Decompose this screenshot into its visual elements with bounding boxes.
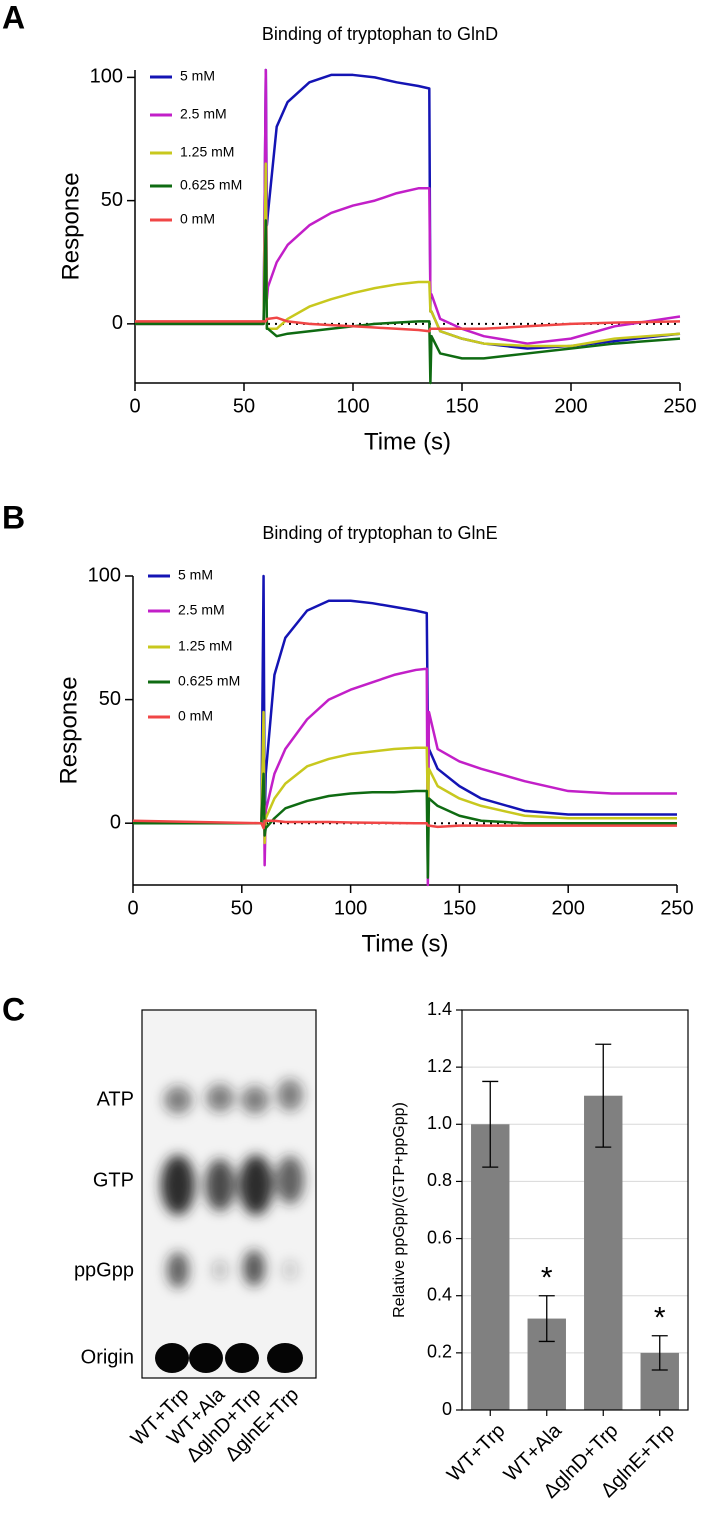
panel-label: B bbox=[2, 499, 25, 535]
panel-label: A bbox=[2, 0, 25, 35]
y-tick-label: 100 bbox=[90, 66, 123, 88]
y-axis-label: Response bbox=[55, 676, 82, 784]
legend-label: 2.5 mM bbox=[180, 106, 227, 122]
y-tick-label: 0.8 bbox=[427, 1170, 452, 1190]
y-tick-label: 50 bbox=[99, 688, 121, 710]
x-axis-label: Time (s) bbox=[361, 930, 448, 957]
y-tick-label: 50 bbox=[101, 189, 123, 211]
bar bbox=[584, 1095, 623, 1410]
x-tick-label: 150 bbox=[445, 395, 478, 417]
legend-label: 0 mM bbox=[178, 708, 213, 724]
y-tick-label: 0 bbox=[442, 1399, 452, 1419]
legend-label: 2.5 mM bbox=[178, 602, 225, 618]
y-axis-label: Response bbox=[57, 172, 84, 280]
y-tick-label: 1.0 bbox=[427, 1113, 452, 1133]
x-tick-label: 0 bbox=[127, 897, 138, 919]
x-tick-label: 50 bbox=[233, 395, 255, 417]
x-tick-label: 150 bbox=[443, 897, 476, 919]
y-tick-label: 0 bbox=[112, 312, 123, 334]
x-tick-label: 250 bbox=[660, 897, 693, 919]
band-label: ATP bbox=[97, 1088, 134, 1110]
band-label: Origin bbox=[81, 1346, 134, 1368]
band-label: GTP bbox=[93, 1169, 134, 1191]
x-tick-label: 250 bbox=[663, 395, 696, 417]
y-tick-label: 0.4 bbox=[427, 1284, 452, 1304]
x-tick-label: 0 bbox=[129, 395, 140, 417]
legend-label: 1.25 mM bbox=[180, 144, 234, 160]
data-line bbox=[135, 316, 681, 333]
y-tick-label: 100 bbox=[88, 564, 121, 586]
panel-label: C bbox=[2, 991, 25, 1027]
x-tick-label: 200 bbox=[554, 395, 587, 417]
chart-title: Binding of tryptophan to GlnD bbox=[262, 24, 498, 44]
legend-label: 1.25 mM bbox=[178, 638, 232, 654]
legend-label: 5 mM bbox=[178, 567, 213, 583]
error-bar bbox=[651, 1335, 668, 1371]
error-bar bbox=[595, 1043, 612, 1148]
y-tick-label: 1.4 bbox=[427, 999, 452, 1019]
x-tick-label: 200 bbox=[552, 897, 585, 919]
significance-mark: * bbox=[541, 1262, 553, 1295]
data-line bbox=[133, 772, 677, 879]
band-label: ppGpp bbox=[74, 1259, 134, 1281]
data-line bbox=[135, 219, 681, 385]
plot-frame bbox=[461, 1009, 689, 1411]
x-tick-label: WT+Trp bbox=[443, 1420, 509, 1486]
data-line bbox=[133, 667, 677, 887]
legend-label: 5 mM bbox=[180, 68, 215, 84]
x-tick-label: 100 bbox=[334, 897, 367, 919]
data-line bbox=[132, 819, 677, 830]
significance-mark: * bbox=[654, 1302, 666, 1335]
gel-image bbox=[141, 1009, 317, 1379]
y-tick-label: 0.6 bbox=[427, 1227, 452, 1247]
x-axis-label: Time (s) bbox=[364, 428, 451, 455]
y-axis-label: Relative ppGpp/(GTP+ppGpp) bbox=[391, 1102, 408, 1318]
y-tick-label: 0 bbox=[110, 811, 121, 833]
y-tick-label: 0.2 bbox=[427, 1342, 452, 1362]
x-tick-label: 50 bbox=[231, 897, 253, 919]
chart-title: Binding of tryptophan to GlnE bbox=[262, 523, 497, 543]
legend-label: 0.625 mM bbox=[178, 673, 240, 689]
y-tick-label: 1.2 bbox=[427, 1056, 452, 1076]
legend-label: 0.625 mM bbox=[180, 177, 242, 193]
error-bar bbox=[538, 1295, 555, 1343]
bar bbox=[471, 1124, 510, 1410]
legend-label: 0 mM bbox=[180, 211, 215, 227]
x-tick-label: 100 bbox=[336, 395, 369, 417]
error-bar bbox=[482, 1080, 499, 1168]
